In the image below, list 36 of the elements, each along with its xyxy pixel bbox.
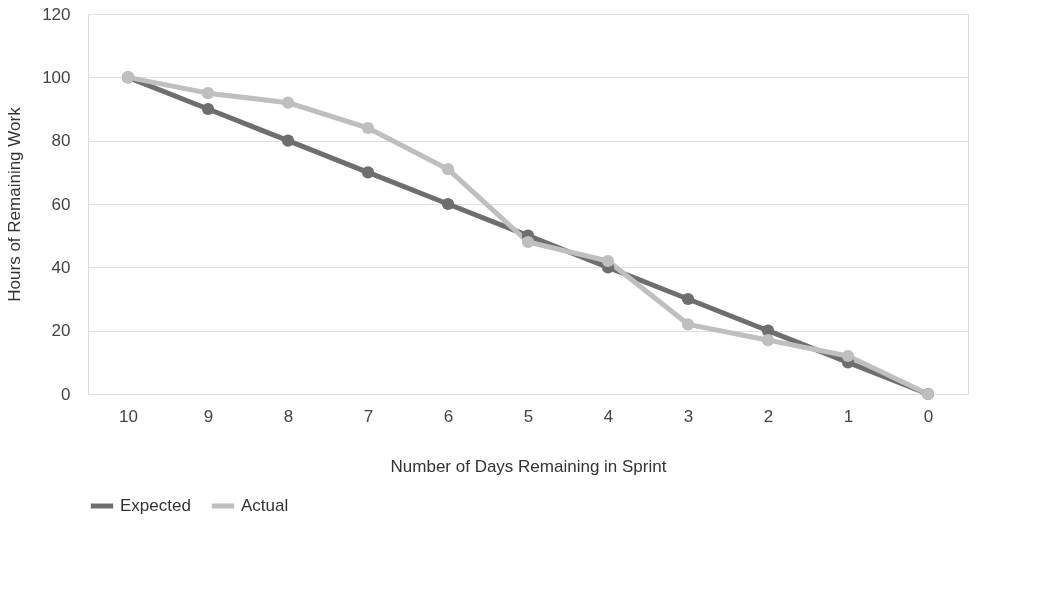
point xyxy=(441,163,455,176)
legend-label: Expected xyxy=(120,496,191,515)
x-tick-label: 8 xyxy=(283,406,294,426)
y-tick-label: 100 xyxy=(42,67,71,87)
x-tick-label: 6 xyxy=(443,406,454,426)
point xyxy=(841,349,855,363)
x-tick-label: 10 xyxy=(119,406,138,426)
x-tick-label: 1 xyxy=(843,406,854,426)
x-tick-label: 3 xyxy=(683,406,694,426)
x-tick-label: 2 xyxy=(763,406,774,426)
point xyxy=(681,292,695,306)
point xyxy=(201,102,215,116)
x-tick-label: 9 xyxy=(203,406,214,426)
y-tick-label: 60 xyxy=(51,194,71,214)
y-axis-title: Hours of Remaining Work xyxy=(5,106,25,302)
point xyxy=(201,87,215,100)
x-axis-title: Number of Days Remaining in Sprint xyxy=(390,456,667,476)
y-tick-label: 80 xyxy=(51,131,71,151)
y-tick-label: 120 xyxy=(42,4,71,24)
point xyxy=(441,197,455,211)
point xyxy=(361,166,375,179)
point xyxy=(281,96,295,109)
x-tick-label: 5 xyxy=(523,406,534,426)
y-tick-label: 40 xyxy=(51,257,71,277)
point xyxy=(601,254,615,268)
x-tick-label: 7 xyxy=(363,406,374,426)
point xyxy=(361,121,375,135)
point xyxy=(521,235,535,249)
y-tick-label: 20 xyxy=(51,321,71,341)
point xyxy=(681,318,695,331)
x-tick-label: 4 xyxy=(603,406,614,426)
point xyxy=(281,134,295,147)
legend-label: Actual xyxy=(241,496,289,515)
y-tick-label: 0 xyxy=(61,384,71,404)
x-tick-label: 0 xyxy=(923,406,934,426)
point xyxy=(761,334,775,347)
